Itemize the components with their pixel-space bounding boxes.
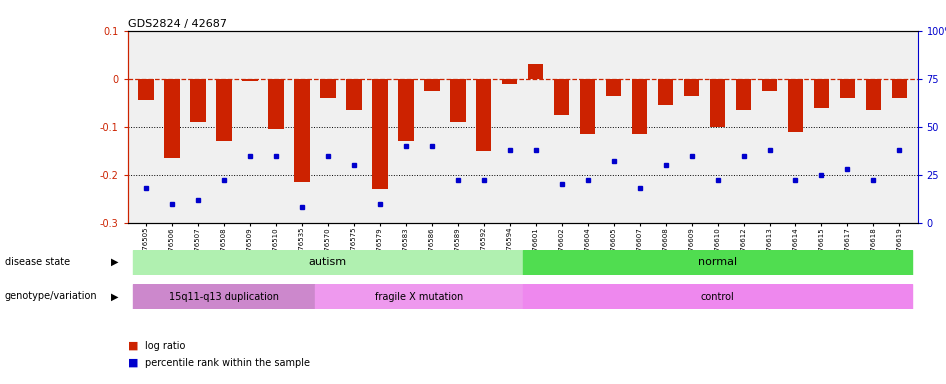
Bar	[164, 79, 180, 158]
Bar	[528, 65, 543, 79]
Text: ■: ■	[128, 341, 138, 351]
Text: percentile rank within the sample: percentile rank within the sample	[145, 358, 309, 368]
Bar	[632, 79, 647, 134]
Bar	[502, 79, 517, 84]
Text: genotype/variation: genotype/variation	[5, 291, 97, 301]
Bar	[315, 284, 522, 309]
Text: normal: normal	[698, 257, 737, 267]
Bar	[605, 79, 622, 96]
Bar	[553, 79, 569, 115]
Bar	[294, 79, 309, 182]
Bar	[132, 284, 315, 309]
Bar	[736, 79, 751, 110]
Text: ▶: ▶	[111, 257, 118, 267]
Bar	[684, 79, 699, 96]
Bar	[657, 79, 674, 105]
Text: ■: ■	[128, 358, 138, 368]
Text: disease state: disease state	[5, 257, 70, 267]
Bar	[476, 79, 492, 151]
Bar	[866, 79, 882, 110]
Bar	[138, 79, 153, 100]
Bar	[190, 79, 205, 122]
Bar	[320, 79, 336, 98]
Text: control: control	[701, 291, 734, 302]
Bar	[814, 79, 830, 108]
Bar	[398, 79, 413, 141]
Bar	[450, 79, 465, 122]
Bar	[424, 79, 440, 91]
Bar	[840, 79, 855, 98]
Bar	[788, 79, 803, 132]
Bar	[892, 79, 907, 98]
Bar	[132, 250, 522, 275]
Bar	[710, 79, 726, 127]
Text: ▶: ▶	[111, 291, 118, 301]
Bar	[762, 79, 778, 91]
Bar	[522, 250, 913, 275]
Bar	[580, 79, 595, 134]
Text: 15q11-q13 duplication: 15q11-q13 duplication	[168, 291, 279, 302]
Text: GDS2824 / 42687: GDS2824 / 42687	[128, 18, 227, 28]
Bar	[242, 79, 257, 81]
Bar	[216, 79, 232, 141]
Bar	[372, 79, 388, 189]
Text: autism: autism	[308, 257, 347, 267]
Bar	[522, 284, 913, 309]
Bar	[346, 79, 361, 110]
Text: fragile X mutation: fragile X mutation	[375, 291, 463, 302]
Bar	[268, 79, 284, 129]
Text: log ratio: log ratio	[145, 341, 185, 351]
